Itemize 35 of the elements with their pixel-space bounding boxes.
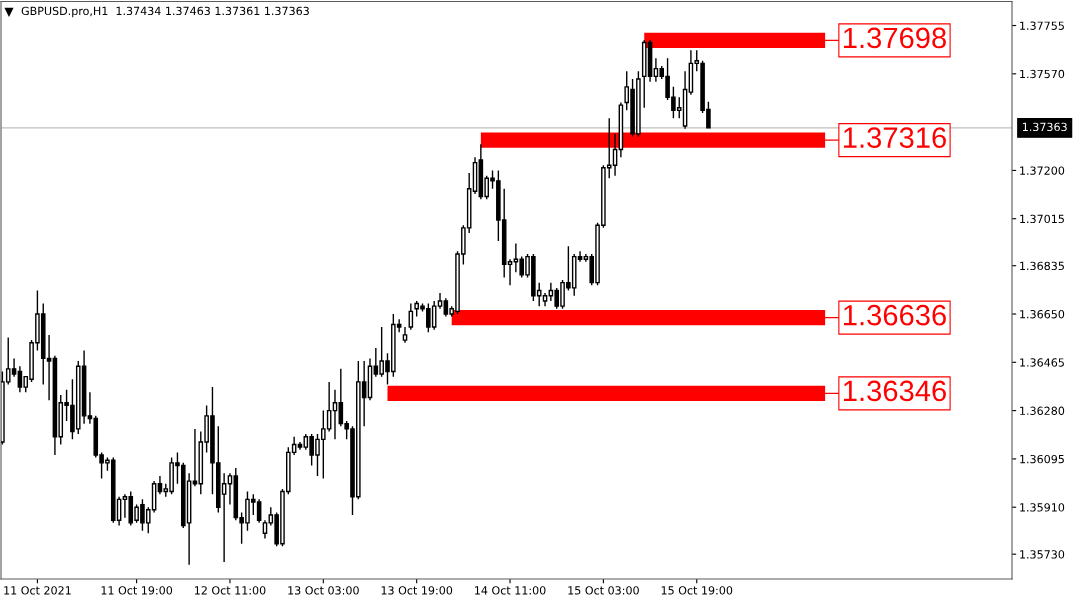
data-label: 1.37316 — [844, 127, 946, 148]
x-tick-label: 15 Oct 19:00 — [661, 586, 733, 595]
y-tick-label: 1.36650 — [1020, 309, 1065, 319]
x-tick-label: 12 Oct 11:00 — [194, 586, 266, 595]
candlestick — [262, 519, 268, 540]
y-tick-label: 1.36280 — [1020, 406, 1065, 415]
candlestick — [507, 258, 513, 286]
data-label: 1.37698 — [844, 27, 946, 49]
y-tick-label: 1.37015 — [1020, 214, 1064, 224]
x-tick-label: 13 Oct 03:00 — [288, 586, 359, 595]
candlestick — [297, 441, 303, 451]
y-tick-label: 1.35730 — [1020, 550, 1065, 559]
candlestick — [437, 292, 443, 310]
y-tick-label: 1.36095 — [1020, 454, 1064, 464]
data-label: 1.36636 — [844, 304, 946, 326]
data-label: 1.36346 — [844, 380, 946, 402]
y-tick-label: 1.36465 — [1020, 358, 1064, 367]
chart-title: GBPUSD.pro,H1 1.37434 1.37463 1.37361 1.37363 — [21, 6, 309, 18]
candlestick — [402, 326, 408, 344]
y-tick-label: 1.37755 — [1020, 21, 1064, 30]
x-tick-label: 11 Oct 19:00 — [101, 586, 173, 595]
y-tick-label: 1.37200 — [1020, 166, 1065, 175]
candlestick — [618, 101, 624, 159]
x-tick-label: 14 Oct 11:00 — [475, 586, 546, 595]
candlestick — [472, 156, 478, 195]
candlestick — [367, 357, 373, 401]
ref-line-label: 1.37363 — [1022, 122, 1067, 132]
y-tick-label: 1.37570 — [1020, 69, 1065, 79]
candlestick — [332, 389, 338, 441]
x-tick-label: 13 Oct 19:00 — [381, 586, 453, 595]
x-tick-label: 11 Oct 2021 — [4, 586, 71, 595]
y-tick-label: 1.35910 — [1020, 503, 1065, 512]
x-tick-label: 15 Oct 03:00 — [568, 586, 639, 595]
candlestick — [408, 302, 414, 331]
y-tick-label: 1.36835 — [1020, 261, 1064, 271]
